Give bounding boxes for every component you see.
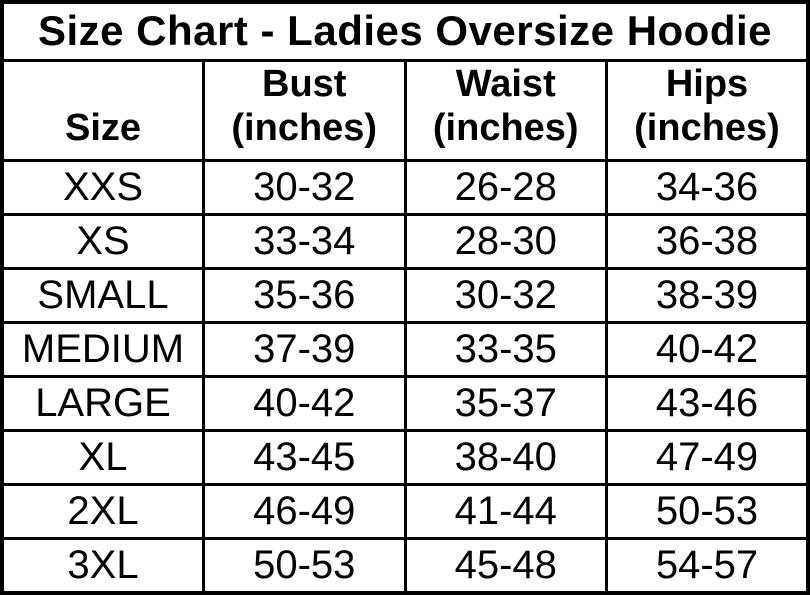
- bust-cell: 33-34: [202, 213, 407, 271]
- title-row: Size Chart - Ladies Oversize Hoodie: [0, 0, 810, 62]
- bust-cell: 30-32: [202, 159, 407, 217]
- waist-cell: 33-35: [403, 321, 608, 379]
- bust-cell: 50-53: [202, 537, 407, 595]
- bust-cell: 46-49: [202, 483, 407, 541]
- size-cell: LARGE: [0, 375, 205, 433]
- waist-cell: 30-32: [403, 267, 608, 325]
- waist-cell: 41-44: [403, 483, 608, 541]
- size-cell: 3XL: [0, 537, 205, 595]
- hips-cell: 40-42: [605, 321, 810, 379]
- hips-cell: 43-46: [605, 375, 810, 433]
- table-row-xl: XL 43-45 38-40 47-49: [0, 429, 810, 487]
- table-row-3xl: 3XL 50-53 45-48 54-57: [0, 537, 810, 595]
- table-row-medium: MEDIUM 37-39 33-35 40-42: [0, 321, 810, 379]
- bust-cell: 43-45: [202, 429, 407, 487]
- size-cell: MEDIUM: [0, 321, 205, 379]
- size-cell: 2XL: [0, 483, 205, 541]
- column-header-bust: Bust (inches): [202, 58, 407, 163]
- waist-cell: 26-28: [403, 159, 608, 217]
- column-label-bust: Bust: [262, 62, 347, 105]
- header-row: Size Bust (inches) Waist (inches) Hips (…: [0, 58, 810, 163]
- column-unit-hips: (inches): [634, 107, 780, 150]
- waist-cell: 35-37: [403, 375, 608, 433]
- column-header-waist: Waist (inches): [403, 58, 608, 163]
- bust-cell: 35-36: [202, 267, 407, 325]
- table-row-xxs: XXS 30-32 26-28 34-36: [0, 159, 810, 217]
- hips-cell: 50-53: [605, 483, 810, 541]
- table-title: Size Chart - Ladies Oversize Hoodie: [0, 0, 810, 62]
- bust-cell: 40-42: [202, 375, 407, 433]
- column-label-size: Size: [64, 107, 142, 150]
- table-row-xs: XS 33-34 28-30 36-38: [0, 213, 810, 271]
- waist-cell: 38-40: [403, 429, 608, 487]
- table-row-large: LARGE 40-42 35-37 43-46: [0, 375, 810, 433]
- size-cell: XL: [0, 429, 205, 487]
- hips-cell: 36-38: [605, 213, 810, 271]
- waist-cell: 45-48: [403, 537, 608, 595]
- column-header-hips: Hips (inches): [605, 58, 810, 163]
- column-header-size: Size: [0, 58, 205, 163]
- table-row-small: SMALL 35-36 30-32 38-39: [0, 267, 810, 325]
- waist-cell: 28-30: [403, 213, 608, 271]
- size-cell: XXS: [0, 159, 205, 217]
- column-unit-waist: (inches): [432, 107, 579, 150]
- size-cell: SMALL: [0, 267, 205, 325]
- column-unit-bust: (inches): [231, 107, 378, 150]
- table-row-2xl: 2XL 46-49 41-44 50-53: [0, 483, 810, 541]
- bust-cell: 37-39: [202, 321, 407, 379]
- hips-cell: 34-36: [605, 159, 810, 217]
- size-cell: XS: [0, 213, 205, 271]
- hips-cell: 38-39: [605, 267, 810, 325]
- column-label-hips: Hips: [665, 62, 749, 105]
- hips-cell: 54-57: [605, 537, 810, 595]
- hips-cell: 47-49: [605, 429, 810, 487]
- column-label-waist: Waist: [455, 62, 556, 105]
